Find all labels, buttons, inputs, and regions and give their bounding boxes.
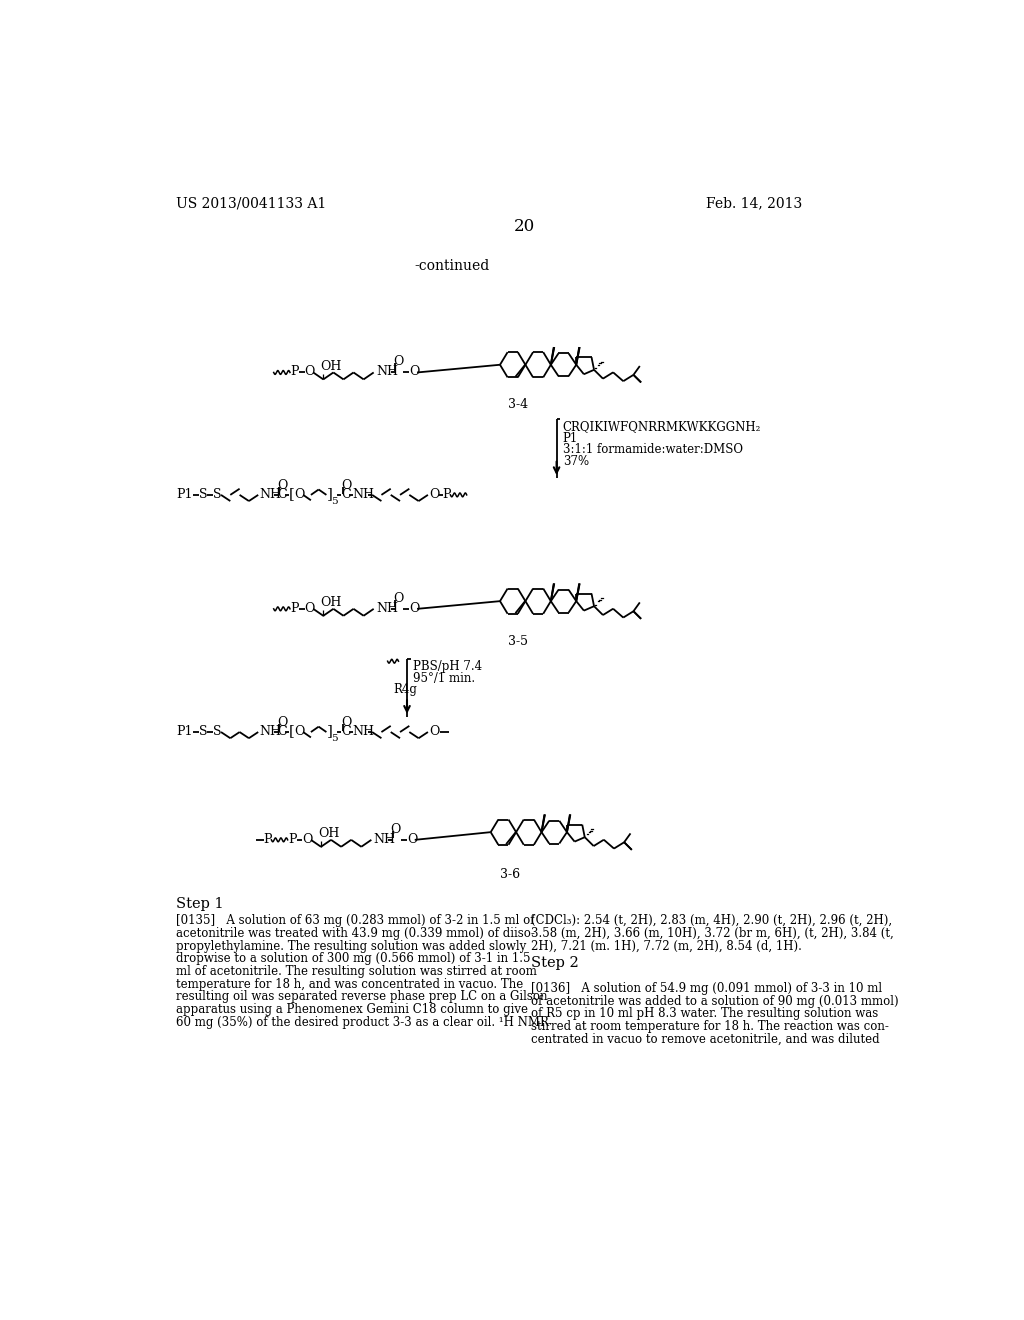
Text: OH: OH	[321, 360, 342, 372]
Text: 95°/1 min.: 95°/1 min.	[414, 672, 475, 685]
Text: O: O	[407, 833, 418, 846]
Text: NH: NH	[352, 725, 375, 738]
Text: -continued: -continued	[415, 259, 490, 273]
Text: OH: OH	[321, 597, 342, 610]
Text: ml of acetonitrile. The resulting solution was stirred at room: ml of acetonitrile. The resulting soluti…	[176, 965, 537, 978]
Text: NH: NH	[352, 487, 375, 500]
Text: NH: NH	[260, 725, 282, 738]
Text: S: S	[200, 487, 208, 500]
Text: 20: 20	[514, 218, 536, 235]
Text: S: S	[213, 487, 222, 500]
Text: R4g: R4g	[393, 684, 417, 696]
Text: S: S	[213, 725, 222, 738]
Text: O: O	[305, 366, 315, 379]
Text: (CDCl₃): 2.54 (t, 2H), 2.83 (m, 4H), 2.90 (t, 2H), 2.96 (t, 2H),: (CDCl₃): 2.54 (t, 2H), 2.83 (m, 4H), 2.9…	[531, 915, 892, 927]
Text: 37%: 37%	[563, 454, 589, 467]
Text: P1: P1	[563, 432, 578, 445]
Text: P: P	[291, 366, 299, 379]
Text: resulting oil was separated reverse phase prep LC on a Gilson: resulting oil was separated reverse phas…	[176, 990, 548, 1003]
Text: 60 mg (35%) of the desired product 3-3 as a clear oil. ¹H NMR: 60 mg (35%) of the desired product 3-3 a…	[176, 1016, 549, 1028]
Text: 3-5: 3-5	[508, 635, 527, 648]
Text: Feb. 14, 2013: Feb. 14, 2013	[706, 197, 802, 210]
Text: CRQIKIWFQNRRMKWKKGGNH₂: CRQIKIWFQNRRMKWKKGGNH₂	[563, 420, 761, 433]
Text: 3:1:1 formamide:water:DMSO: 3:1:1 formamide:water:DMSO	[563, 444, 742, 455]
Text: O: O	[393, 355, 403, 368]
Text: O: O	[278, 479, 288, 492]
Text: 3-6: 3-6	[500, 869, 520, 880]
Text: of acetonitrile was added to a solution of 90 mg (0.013 mmol): of acetonitrile was added to a solution …	[531, 995, 899, 1007]
Text: apparatus using a Phenomenex Gemini C18 column to give: apparatus using a Phenomenex Gemini C18 …	[176, 1003, 528, 1016]
Text: [: [	[289, 725, 295, 738]
Text: O: O	[341, 479, 351, 492]
Text: centrated in vacuo to remove acetonitrile, and was diluted: centrated in vacuo to remove acetonitril…	[531, 1032, 880, 1045]
Text: 5: 5	[331, 734, 338, 743]
Text: C: C	[278, 725, 287, 738]
Text: [0136]   A solution of 54.9 mg (0.091 mmol) of 3-3 in 10 ml: [0136] A solution of 54.9 mg (0.091 mmol…	[531, 982, 882, 995]
Text: NH: NH	[374, 833, 395, 846]
Text: ]: ]	[327, 725, 332, 738]
Text: O: O	[302, 833, 312, 846]
Text: US 2013/0041133 A1: US 2013/0041133 A1	[176, 197, 327, 210]
Text: O: O	[341, 717, 351, 730]
Text: [: [	[289, 487, 295, 502]
Text: acetonitrile was treated with 43.9 mg (0.339 mmol) of diiso-: acetonitrile was treated with 43.9 mg (0…	[176, 927, 535, 940]
Text: O: O	[410, 366, 420, 379]
Text: P1: P1	[176, 487, 193, 500]
Text: O: O	[391, 822, 401, 836]
Text: NH: NH	[260, 487, 282, 500]
Text: Step 2: Step 2	[531, 957, 579, 970]
Text: C: C	[278, 487, 287, 500]
Text: O: O	[393, 591, 403, 605]
Text: 5: 5	[331, 496, 338, 506]
Text: dropwise to a solution of 300 mg (0.566 mmol) of 3-1 in 1.5: dropwise to a solution of 300 mg (0.566 …	[176, 952, 530, 965]
Text: PBS/pH 7.4: PBS/pH 7.4	[414, 660, 482, 673]
Text: stirred at room temperature for 18 h. The reaction was con-: stirred at room temperature for 18 h. Th…	[531, 1020, 889, 1034]
Text: propylethylamine. The resulting solution was added slowly: propylethylamine. The resulting solution…	[176, 940, 526, 953]
Text: of R5 cp in 10 ml pH 8.3 water. The resulting solution was: of R5 cp in 10 ml pH 8.3 water. The resu…	[531, 1007, 879, 1020]
Text: O: O	[278, 717, 288, 730]
Text: O: O	[295, 725, 305, 738]
Text: Step 1: Step 1	[176, 896, 223, 911]
Text: 3-4: 3-4	[508, 399, 528, 412]
Text: temperature for 18 h, and was concentrated in vacuo. The: temperature for 18 h, and was concentrat…	[176, 978, 523, 991]
Text: NH: NH	[376, 366, 398, 379]
Text: O: O	[305, 602, 315, 615]
Text: P: P	[291, 602, 299, 615]
Text: C: C	[341, 487, 351, 500]
Text: P: P	[263, 833, 272, 846]
Text: P1: P1	[176, 725, 193, 738]
Text: O: O	[429, 725, 440, 738]
Text: O: O	[429, 487, 440, 500]
Text: O: O	[295, 487, 305, 500]
Text: C: C	[341, 725, 351, 738]
Text: ]: ]	[327, 487, 332, 502]
Text: NH: NH	[376, 602, 398, 615]
Text: 3.58 (m, 2H), 3.66 (m, 10H), 3.72 (br m, 6H), (t, 2H), 3.84 (t,: 3.58 (m, 2H), 3.66 (m, 10H), 3.72 (br m,…	[531, 927, 894, 940]
Text: OH: OH	[317, 828, 339, 841]
Text: P: P	[442, 487, 452, 500]
Text: [0135]   A solution of 63 mg (0.283 mmol) of 3-2 in 1.5 ml of: [0135] A solution of 63 mg (0.283 mmol) …	[176, 915, 535, 927]
Text: 2H), 7.21 (m. 1H), 7.72 (m, 2H), 8.54 (d, 1H).: 2H), 7.21 (m. 1H), 7.72 (m, 2H), 8.54 (d…	[531, 940, 802, 953]
Text: O: O	[410, 602, 420, 615]
Text: P: P	[289, 833, 297, 846]
Text: S: S	[200, 725, 208, 738]
